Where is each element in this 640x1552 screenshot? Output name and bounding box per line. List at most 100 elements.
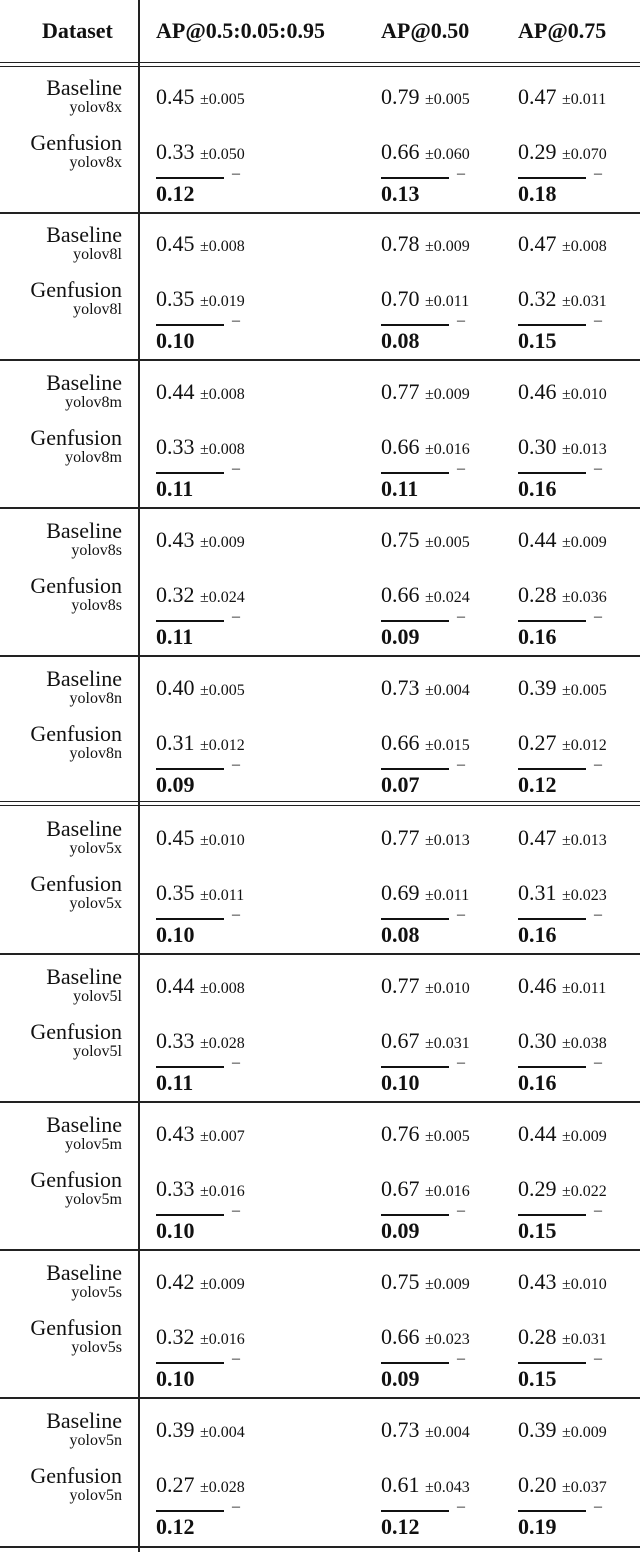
mean-value: 0.39 (518, 1417, 557, 1442)
mean-value: 0.33 (156, 1028, 195, 1053)
baseline-label: Baseline (46, 816, 122, 841)
difference-cell: 0.12– (518, 756, 602, 798)
group-rule (0, 507, 640, 509)
model-group-yolov8m: Baseline yolov8m Genfusion yolov8m 0.44 ±0.0… (0, 362, 640, 510)
difference-cell: 0.11– (381, 460, 465, 502)
std-value: ±0.012 (562, 737, 607, 754)
difference-mark: – (594, 460, 602, 477)
genfusion-label: Genfusion (30, 573, 122, 598)
model-group-yolov8l: Baseline yolov8l Genfusion yolov8l 0.45 ±0.0… (0, 214, 640, 362)
std-value: ±0.009 (562, 1128, 607, 1145)
baseline-label: Baseline (46, 370, 122, 395)
baseline-cell: 0.45 ±0.008 (156, 231, 245, 257)
genfusion-cell: 0.67 ±0.016 (381, 1176, 470, 1202)
model-name: yolov8l (73, 246, 122, 263)
difference-mark: – (457, 165, 465, 182)
std-value: ±0.013 (562, 832, 607, 849)
difference-value: 0.15 (518, 1214, 586, 1244)
std-value: ±0.009 (562, 534, 607, 551)
mean-value: 0.44 (518, 527, 557, 552)
column-divider (138, 0, 140, 1552)
difference-value: 0.16 (518, 918, 586, 948)
genfusion-cell: 0.31 ±0.012 (156, 730, 245, 756)
genfusion-cell: 0.30 ±0.038 (518, 1028, 607, 1054)
difference-cell: 0.15– (518, 312, 602, 354)
mean-value: 0.39 (518, 675, 557, 700)
std-value: ±0.010 (200, 832, 245, 849)
std-value: ±0.011 (562, 980, 607, 997)
mean-value: 0.75 (381, 527, 420, 552)
genfusion-cell: 0.35 ±0.019 (156, 286, 245, 312)
mean-value: 0.69 (381, 880, 420, 905)
baseline-cell: 0.73 ±0.004 (381, 1417, 470, 1443)
baseline-label: Baseline (46, 222, 122, 247)
difference-mark: – (594, 165, 602, 182)
mean-value: 0.44 (156, 973, 195, 998)
baseline-cell: 0.77 ±0.013 (381, 825, 470, 851)
baseline-cell: 0.78 ±0.009 (381, 231, 470, 257)
group-rule (0, 655, 640, 657)
genfusion-cell: 0.66 ±0.016 (381, 434, 470, 460)
std-value: ±0.009 (425, 238, 470, 255)
mean-value: 0.77 (381, 973, 420, 998)
mean-value: 0.44 (156, 379, 195, 404)
difference-value: 0.12 (381, 1510, 449, 1540)
std-value: ±0.009 (200, 1276, 245, 1293)
std-value: ±0.011 (562, 91, 607, 108)
difference-mark: – (457, 1498, 465, 1515)
mean-value: 0.67 (381, 1176, 420, 1201)
genfusion-label: Genfusion (30, 277, 122, 302)
std-value: ±0.009 (425, 1276, 470, 1293)
mean-value: 0.76 (381, 1121, 420, 1146)
group-rule (0, 1397, 640, 1399)
difference-mark: – (232, 1350, 240, 1367)
model-name: yolov8s (71, 597, 122, 614)
std-value: ±0.013 (562, 441, 607, 458)
header-dataset: Dataset (42, 18, 113, 43)
mean-value: 0.79 (381, 84, 420, 109)
difference-mark: – (457, 460, 465, 477)
genfusion-label: Genfusion (30, 721, 122, 746)
std-value: ±0.031 (562, 1331, 607, 1348)
baseline-cell: 0.40 ±0.005 (156, 675, 245, 701)
mean-value: 0.33 (156, 434, 195, 459)
baseline-cell: 0.47 ±0.011 (518, 84, 606, 110)
mean-value: 0.75 (381, 1269, 420, 1294)
baseline-cell: 0.46 ±0.010 (518, 379, 607, 405)
genfusion-cell: 0.29 ±0.022 (518, 1176, 607, 1202)
mean-value: 0.78 (381, 231, 420, 256)
mean-value: 0.47 (518, 231, 557, 256)
difference-cell: 0.12– (156, 165, 240, 207)
genfusion-cell: 0.66 ±0.015 (381, 730, 470, 756)
model-name: yolov8n (69, 690, 122, 707)
std-value: ±0.007 (200, 1128, 245, 1145)
std-value: ±0.005 (200, 682, 245, 699)
mean-value: 0.66 (381, 434, 420, 459)
difference-value: 0.15 (518, 1362, 586, 1392)
difference-mark: – (232, 906, 240, 923)
difference-mark: – (232, 1054, 240, 1071)
std-value: ±0.070 (562, 146, 607, 163)
genfusion-label: Genfusion (30, 425, 122, 450)
mean-value: 0.66 (381, 1324, 420, 1349)
difference-value: 0.15 (518, 324, 586, 354)
mean-value: 0.39 (156, 1417, 195, 1442)
difference-mark: – (457, 312, 465, 329)
genfusion-label: Genfusion (30, 1167, 122, 1192)
difference-mark: – (457, 1054, 465, 1071)
difference-value: 0.18 (518, 177, 586, 207)
model-name: yolov5l (73, 1043, 122, 1060)
std-value: ±0.016 (425, 1183, 470, 1200)
std-value: ±0.015 (425, 737, 470, 754)
mean-value: 0.29 (518, 1176, 557, 1201)
difference-mark: – (232, 1498, 240, 1515)
model-name: yolov8m (65, 449, 122, 466)
difference-mark: – (594, 312, 602, 329)
difference-mark: – (457, 608, 465, 625)
std-value: ±0.004 (425, 682, 470, 699)
baseline-cell: 0.47 ±0.013 (518, 825, 607, 851)
mean-value: 0.40 (156, 675, 195, 700)
mean-value: 0.32 (156, 1324, 195, 1349)
std-value: ±0.008 (562, 238, 607, 255)
